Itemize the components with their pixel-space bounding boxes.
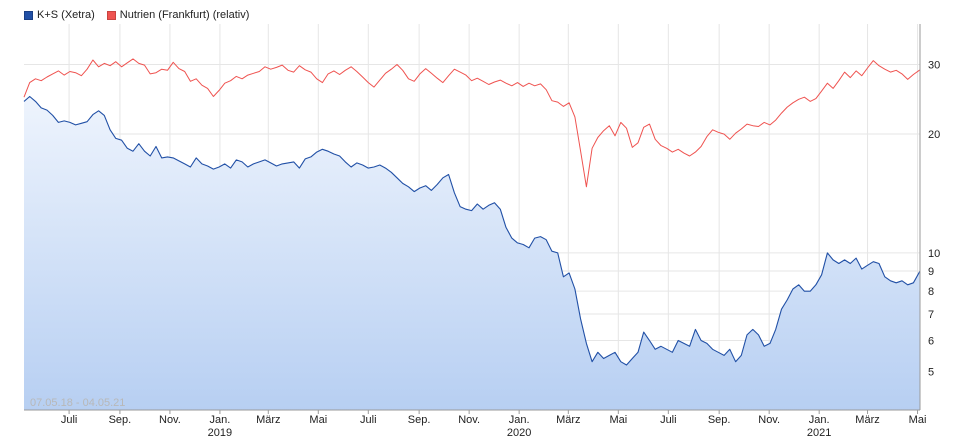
- nutrien-line[interactable]: [23, 58, 921, 188]
- date-range-label: 07.05.18 - 04.05.21: [30, 397, 125, 409]
- x-tick-label: Sep.: [408, 414, 431, 426]
- y-tick-label: 8: [928, 286, 934, 298]
- ks-line[interactable]: [23, 95, 921, 366]
- x-tick-label: Juli: [360, 414, 377, 426]
- x-year-label: 2021: [807, 427, 831, 439]
- x-year-label: 2020: [507, 427, 531, 439]
- y-tick-label: 30: [928, 60, 940, 72]
- x-year-label: 2019: [208, 427, 232, 439]
- x-tick-label: Juli: [660, 414, 677, 426]
- y-tick-label: 6: [928, 335, 934, 347]
- y-tick-label: 9: [928, 266, 934, 278]
- x-tick-label: Jan.: [809, 414, 830, 426]
- y-tick-label: 10: [928, 248, 940, 260]
- data-layer: [23, 58, 921, 410]
- legend-swatch-nutrien: [106, 10, 116, 20]
- x-tick-label: Sep.: [109, 414, 132, 426]
- x-tick-label: Jan.: [509, 414, 530, 426]
- x-tick-label: Mai: [909, 414, 927, 426]
- x-tick-label: März: [256, 414, 280, 426]
- x-tick-label: Jan.: [210, 414, 231, 426]
- legend-label-ks: K+S (Xetra): [37, 9, 95, 21]
- x-tick-label: März: [556, 414, 580, 426]
- y-tick-label: 7: [928, 309, 934, 321]
- legend-swatch-ks: [24, 10, 33, 20]
- chart-legend: K+S (Xetra) Nutrien (Frankfurt) (relativ…: [24, 8, 261, 22]
- legend-label-nutrien: Nutrien (Frankfurt) (relativ): [119, 9, 250, 21]
- x-tick-label: Nov.: [159, 414, 181, 426]
- y-tick-label: 20: [928, 129, 940, 141]
- x-tick-label: Mai: [609, 414, 627, 426]
- x-tick-label: März: [855, 414, 879, 426]
- x-tick-label: Mai: [309, 414, 327, 426]
- legend-item-ks[interactable]: K+S (Xetra): [24, 9, 95, 21]
- x-tick-label: Nov.: [458, 414, 480, 426]
- legend-item-nutrien[interactable]: Nutrien (Frankfurt) (relativ): [106, 9, 250, 21]
- x-tick-label: Nov.: [758, 414, 780, 426]
- x-tick-label: Juli: [61, 414, 78, 426]
- x-tick-label: Sep.: [708, 414, 731, 426]
- y-tick-label: 5: [928, 367, 934, 379]
